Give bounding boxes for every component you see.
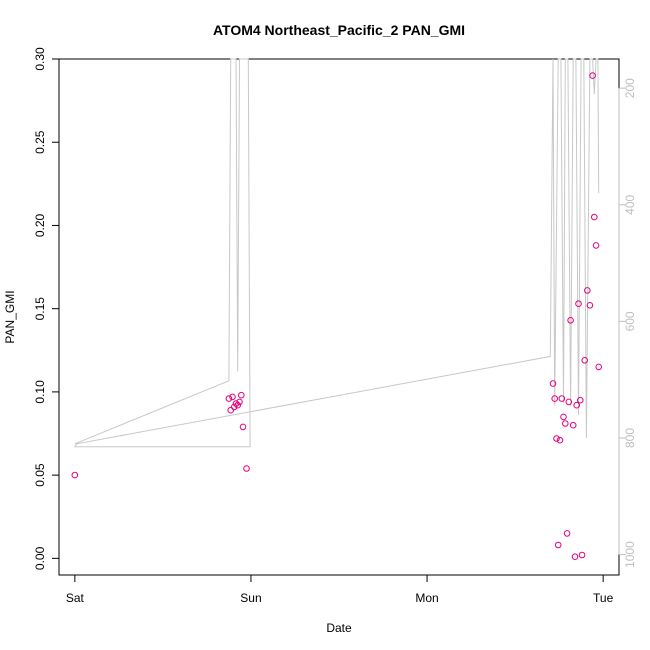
- data-point: [581, 357, 589, 364]
- y-tick-label: 0.20: [33, 213, 47, 237]
- data-point: [234, 401, 241, 409]
- data-point: [573, 401, 581, 409]
- y-axis-right: 200 400 600 800 1000: [618, 78, 637, 568]
- y-tick-label: 0.30: [33, 47, 47, 71]
- x-tick-label: Sat: [66, 591, 85, 605]
- x-axis: Sat Sun Mon Tue: [66, 574, 614, 605]
- data-point: [578, 551, 586, 559]
- data-point: [562, 420, 569, 427]
- data-point: [243, 465, 250, 472]
- y-tick-label: 0.25: [33, 130, 47, 154]
- y-axis: 0.00 0.05 0.10 0.15 0.20 0.25 0.30: [33, 47, 60, 570]
- data-point: [595, 363, 603, 371]
- data-point: [230, 403, 238, 411]
- data-point: [591, 213, 598, 221]
- data-point: [236, 398, 243, 406]
- data-point: [571, 553, 579, 561]
- x-tick-label: Sun: [240, 591, 261, 605]
- pressure-line-layer: [73, 58, 600, 448]
- data-point: [551, 395, 559, 402]
- data-point: [239, 423, 247, 431]
- y-axis-label: PAN_GMI: [3, 290, 17, 343]
- data-point: [238, 391, 245, 399]
- data-point: [584, 287, 591, 294]
- y-right-tick-label: 200: [623, 78, 637, 98]
- y-tick-label: 0.10: [33, 380, 47, 404]
- data-point: [71, 471, 79, 479]
- pressure-line: [73, 58, 600, 448]
- y-right-tick-label: 800: [623, 428, 637, 448]
- x-tick-label: Mon: [415, 591, 438, 605]
- data-point: [558, 395, 566, 402]
- data-point: [592, 242, 600, 249]
- data-point: [567, 317, 574, 324]
- data-point: [563, 530, 571, 537]
- data-point: [577, 396, 584, 404]
- points-layer: [71, 72, 603, 561]
- data-point: [569, 421, 577, 429]
- plot-frame: [58, 58, 620, 576]
- y-right-tick-label: 400: [623, 194, 637, 214]
- y-tick-label: 0.15: [33, 297, 47, 321]
- data-point: [586, 302, 594, 309]
- data-point: [553, 435, 560, 442]
- chart-title: ATOM4 Northeast_Pacific_2 PAN_GMI: [213, 22, 465, 38]
- data-point: [225, 395, 233, 402]
- y-tick-label: 0.05: [33, 463, 47, 487]
- y-tick-label: 0.00: [33, 546, 47, 570]
- data-point: [232, 400, 240, 407]
- data-point: [229, 393, 236, 401]
- data-point: [589, 72, 596, 79]
- x-axis-label: Date: [326, 621, 352, 635]
- data-point: [227, 406, 234, 414]
- data-point: [575, 300, 582, 308]
- y-right-tick-label: 1000: [623, 541, 637, 568]
- data-point: [565, 398, 573, 406]
- data-point: [556, 436, 564, 444]
- y-right-tick-label: 600: [623, 311, 637, 331]
- data-point: [554, 541, 562, 549]
- data-point: [549, 380, 557, 387]
- x-tick-label: Tue: [593, 591, 614, 605]
- data-point: [560, 413, 567, 421]
